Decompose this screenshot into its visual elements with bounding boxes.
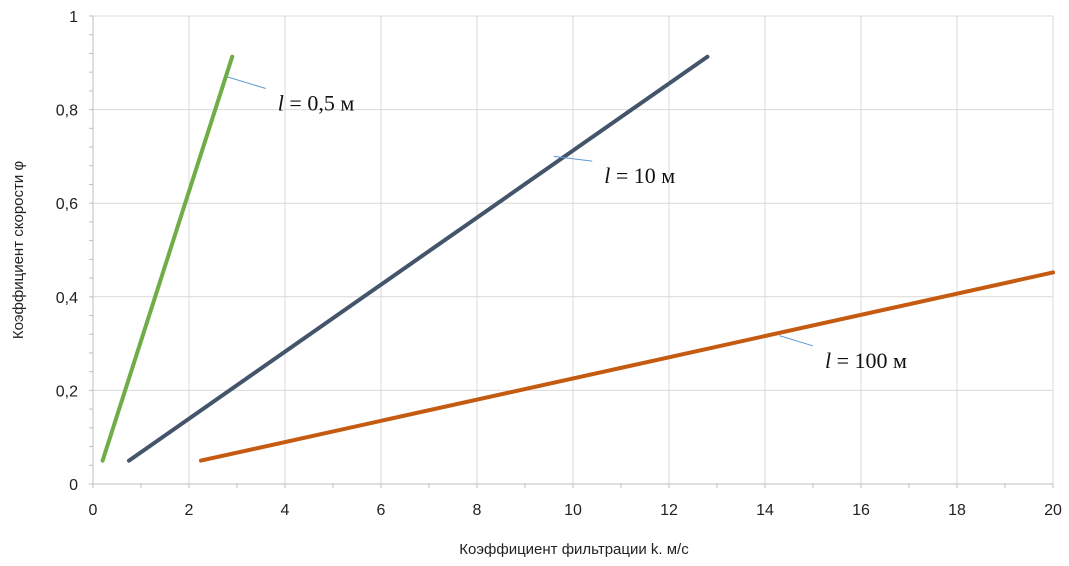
label-leaders (227, 76, 814, 347)
y-tick-label: 1 (69, 9, 78, 26)
y-tick-label: 0,6 (56, 196, 78, 213)
x-tick-label: 10 (564, 502, 582, 519)
series-line-3 (199, 270, 1055, 463)
x-tick-label: 20 (1044, 502, 1062, 519)
y-tick-label: 0,4 (56, 290, 78, 307)
series-line-1 (100, 54, 235, 463)
tick-labels: 0 2 4 6 8 10 12 14 16 18 20 0 0,2 0,4 0,6 0,8 1 (56, 9, 1062, 519)
grid (93, 15, 1054, 484)
y-tick-label: 0,2 (56, 383, 78, 400)
y-tick-label: 0 (69, 477, 78, 494)
x-tick-label: 4 (281, 502, 290, 519)
series-label-1: l = 0,5 м (278, 91, 355, 116)
series-label-2: l = 10 м (604, 163, 675, 188)
x-tick-label: 12 (660, 502, 678, 519)
x-tick-label: 18 (948, 502, 966, 519)
x-tick-label: 0 (89, 502, 98, 519)
label-leader-3 (779, 335, 814, 347)
x-tick-label: 16 (852, 502, 870, 519)
series-lines (100, 54, 1055, 463)
series-label-value: = 100 м (831, 348, 907, 373)
y-axis-title: Коэффициент скорости φ (10, 161, 27, 340)
series-label-value: = 10 м (610, 163, 675, 188)
x-tick-label: 2 (185, 502, 194, 519)
axes (89, 15, 1054, 488)
x-axis-title: Коэффициент фильтрации k. м/с (459, 541, 689, 558)
series-label-variable: l (604, 163, 610, 188)
x-tick-label: 14 (756, 502, 774, 519)
x-tick-label: 8 (473, 502, 482, 519)
series-label-3: l = 100 м (825, 348, 907, 373)
series-line-2 (127, 54, 710, 463)
x-tick-label: 6 (377, 502, 386, 519)
series-label-variable: l (825, 348, 831, 373)
label-leader-2 (553, 155, 593, 162)
label-leader-1 (227, 76, 266, 90)
series-labels: l = 0,5 мl = 10 мl = 100 м (278, 91, 907, 373)
series-label-value: = 0,5 м (284, 91, 354, 116)
series-label-variable: l (278, 91, 284, 116)
y-tick-label: 0,8 (56, 103, 78, 120)
